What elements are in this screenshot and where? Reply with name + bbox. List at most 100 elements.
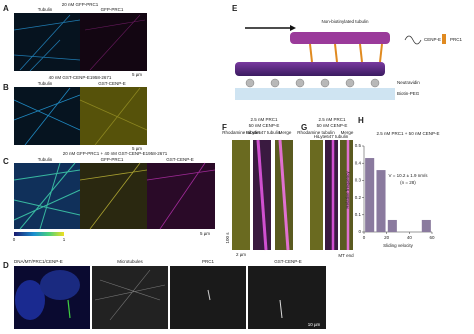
legend-label: PRC1 [450, 37, 463, 42]
panel-label: D [3, 261, 9, 270]
cenpe-signal [79, 87, 148, 146]
micrograph [14, 13, 80, 71]
channel-label: GST-CENP-E [274, 259, 302, 264]
channel-label: DNA/MT/PRC1/CENP-E [14, 259, 63, 264]
kymo-track [278, 139, 290, 251]
annotation: (n = 28) [400, 180, 416, 185]
micrograph [80, 163, 147, 229]
scale-bar-label: 5 µm [132, 72, 142, 77]
channel-label: Merge [341, 130, 354, 135]
panel-label: F [222, 123, 227, 132]
y-tick-label: 0.2 [355, 195, 362, 200]
end-label: MT end [338, 253, 354, 258]
x-tick-label: 40 [407, 235, 413, 240]
x-tick-label: 0 [363, 235, 366, 240]
micrograph [147, 163, 215, 229]
panel-title: 20 nM GFP-PRC1 + 40 nM GST-CENP-E1958-26… [63, 151, 168, 156]
microtubules [13, 87, 81, 146]
microtubules [13, 14, 81, 72]
panel-title: 20 nM GFP-PRC1 [62, 2, 99, 7]
time-bar-label: 100 s [225, 232, 230, 244]
panel-h: H 2.5 nM PRC1 + 50 nM CENP-E V = 10.2 ± … [345, 116, 439, 248]
channel-label: PRC1 [202, 259, 215, 264]
panel-b: B 40 nM GST-CENP-E1958-2671 Tubulin GST-… [3, 75, 148, 151]
microtubules [94, 269, 166, 321]
arrow-head [290, 25, 296, 31]
panel-label: G [301, 123, 307, 132]
microtubule [235, 62, 385, 76]
prc1-signal [79, 162, 148, 230]
kymograph [232, 140, 250, 250]
channel-label: Microtubules [117, 259, 143, 264]
kymo-track [256, 139, 268, 251]
micrograph [92, 266, 168, 329]
prc1-icon [442, 34, 446, 44]
bar [387, 219, 397, 232]
micrograph [80, 13, 147, 71]
channel-label: Tubulin [38, 81, 53, 86]
panel-label: A [3, 4, 9, 13]
surface [235, 88, 395, 100]
diagram-label: Biotin-PEG [397, 91, 420, 96]
x-tick-label: 20 [384, 235, 390, 240]
panel-label: E [232, 4, 238, 13]
micrograph [248, 266, 326, 329]
panel-d: D DNA/MT/PRC1/CENP-E Microtubules PRC1 G… [3, 259, 326, 329]
kymograph [325, 140, 338, 250]
panel-label: B [3, 83, 9, 92]
channel-label: GFP-PRC1 [101, 157, 124, 162]
annotation: V = 10.2 ± 1.9 nm/s [388, 173, 428, 178]
scale-bar-label: 10 µm [308, 322, 321, 327]
prc1-signal [84, 14, 146, 71]
y-tick-label: 0 [358, 229, 361, 234]
diagram-label: Neutravidin [397, 80, 420, 85]
kymograph [310, 140, 323, 250]
prc1-signal [207, 289, 211, 301]
channel-label: HiLyte647 tubulin [246, 130, 281, 135]
micrograph [80, 87, 147, 145]
y-tick-label: 0.3 [355, 178, 362, 183]
y-tick-label: 0.5 [355, 143, 362, 148]
chart-title: 2.5 nM PRC1 + 50 nM CENP-E [377, 131, 440, 136]
panel-title: 50 nM CENP-E [317, 123, 348, 128]
cenpe-signal [67, 299, 71, 319]
channel-label: GST-CENP-E [98, 81, 126, 86]
panel-g: G 2.5 nM PRC1 50 nM CENP-E Rhodamine tub… [297, 117, 354, 258]
nucleus [15, 280, 45, 320]
x-tick-label: 60 [429, 235, 435, 240]
channel-label: Tubulin [38, 7, 53, 12]
cenpe-signal [279, 299, 283, 319]
cenpe-motors [309, 43, 383, 63]
diagram-label: Non-biotinylated tubulin [321, 19, 369, 24]
cenpe-signal [146, 162, 216, 230]
microtubule [290, 32, 390, 44]
legend-label: CENP-E [424, 37, 441, 42]
nucleus [40, 270, 80, 300]
panel-label: H [358, 116, 364, 125]
neutravidin [245, 78, 380, 88]
channel-label: HiLyte647 tubulin [314, 134, 349, 139]
micrograph [170, 266, 246, 329]
scale-bar-label: 2 µm [236, 252, 246, 257]
panel-a: A 20 nM GFP-PRC1 Tubulin GFP-PRC1 5 µm [3, 2, 147, 77]
channel-label: Tubulin [38, 157, 53, 162]
panel-title: 40 nM GST-CENP-E1958-2671 [49, 75, 112, 80]
channel-label: Rhodamine tubulin [297, 130, 335, 135]
x-axis-label: Sliding velocity [383, 243, 414, 248]
channel-label: GST-CENP-E [166, 157, 194, 162]
scale-bar-label: 5 µm [132, 146, 142, 151]
y-tick-label: 0.1 [355, 212, 362, 217]
panel-label: C [3, 157, 9, 166]
colorbar [14, 232, 64, 236]
panel-title: 2.5 nM PRC1 [318, 117, 346, 122]
panel-f: F 2.5 nM PRC1 50 nM CENP-E Rhodamine tub… [222, 117, 293, 257]
colorbar-label: 0 [13, 237, 16, 242]
colorbar-label: 1 [63, 237, 66, 242]
y-axis-label: Relative frequency [345, 171, 350, 209]
kymograph [340, 140, 353, 250]
panel-e: E Non-biotinylated tubulin CENP-E PRC1 N… [232, 4, 463, 100]
panel-c: C 20 nM GFP-PRC1 + 40 nM GST-CENP-E1958-… [3, 151, 216, 242]
microtubules [13, 162, 81, 230]
panel-title: 2.5 nM PRC1 [250, 117, 278, 122]
